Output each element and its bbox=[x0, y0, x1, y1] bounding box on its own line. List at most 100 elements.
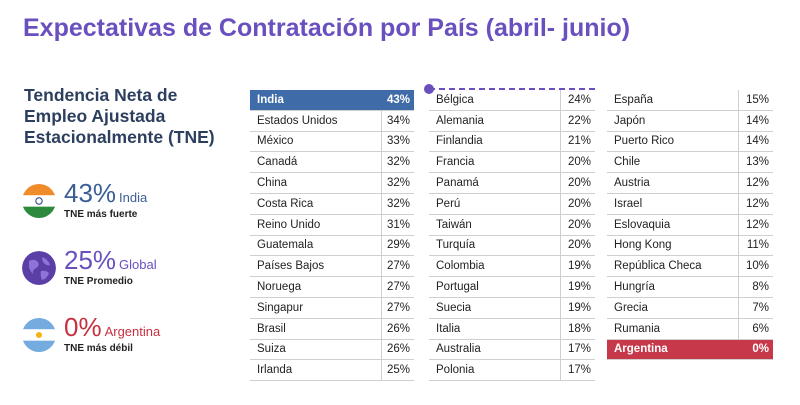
country-cell: Canadá bbox=[250, 152, 382, 173]
country-cell: Panamá bbox=[429, 173, 561, 193]
value-cell: 32% bbox=[386, 197, 410, 210]
country-cell: Reino Unido bbox=[250, 214, 382, 235]
country-cell: Alemania bbox=[429, 110, 561, 131]
country-cell: Taiwán bbox=[429, 214, 561, 235]
value-cell: 27% bbox=[386, 260, 410, 273]
table-row: Portugal 19% bbox=[429, 277, 595, 298]
value-cell: 27% bbox=[386, 281, 410, 294]
page-title: Expectativas de Contratación por País (a… bbox=[23, 14, 631, 42]
value-cell: 12% bbox=[745, 197, 769, 210]
value-cell: 24% bbox=[567, 93, 591, 106]
table-row: Alemania 22% bbox=[429, 110, 595, 132]
value-cell: 26% bbox=[386, 322, 410, 335]
country-cell: Suiza bbox=[250, 339, 382, 360]
value-cell: 0% bbox=[752, 343, 769, 356]
table-row: Panamá 20% bbox=[429, 173, 595, 194]
country-cell: Argentina bbox=[607, 339, 739, 360]
value-cell: 27% bbox=[386, 301, 410, 314]
value-cell: 33% bbox=[386, 135, 410, 148]
table-row: México 33% bbox=[250, 131, 414, 153]
country-cell: Israel bbox=[607, 193, 739, 214]
value-cell: 22% bbox=[567, 114, 591, 127]
country-cell: Japón bbox=[607, 110, 739, 131]
country-cell: China bbox=[250, 173, 382, 193]
country-cell: Brasil bbox=[250, 318, 382, 339]
country-cell: Finlandia bbox=[429, 131, 561, 152]
table-row: Israel 12% bbox=[607, 193, 773, 215]
country-cell: España bbox=[607, 90, 739, 110]
value-cell: 8% bbox=[752, 281, 769, 294]
table-row: Finlandia 21% bbox=[429, 131, 595, 153]
country-cell: Puerto Rico bbox=[607, 131, 739, 152]
value-cell: 29% bbox=[386, 239, 410, 252]
value-cell: 31% bbox=[386, 218, 410, 231]
table-row: Singapur 27% bbox=[250, 297, 414, 319]
value-cell: 21% bbox=[567, 135, 591, 148]
country-cell: Australia bbox=[429, 339, 561, 360]
value-cell: 25% bbox=[386, 364, 410, 377]
country-cell: Portugal bbox=[429, 277, 561, 297]
table-row: Irlanda 25% bbox=[250, 360, 414, 382]
value-cell: 17% bbox=[567, 364, 591, 377]
value-cell: 20% bbox=[567, 239, 591, 252]
value-cell: 32% bbox=[386, 177, 410, 190]
table-column-3: España 15% Japón 14% Puerto Rico 14% Chile 13% A… bbox=[607, 90, 773, 361]
country-cell: Países Bajos bbox=[250, 256, 382, 277]
table-row: Chile 13% bbox=[607, 152, 773, 174]
country-cell: Francia bbox=[429, 152, 561, 173]
table-row: Eslovaquia 12% bbox=[607, 214, 773, 236]
stat-description: TNE Promedio bbox=[64, 276, 133, 287]
value-cell: 7% bbox=[752, 301, 769, 314]
value-cell: 17% bbox=[567, 343, 591, 356]
country-cell: Colombia bbox=[429, 256, 561, 277]
country-cell: Austria bbox=[607, 173, 739, 193]
globe-icon bbox=[22, 251, 56, 285]
value-cell: 32% bbox=[386, 156, 410, 169]
country-cell: Costa Rica bbox=[250, 193, 382, 214]
table-row: España 15% bbox=[607, 90, 773, 111]
table-row: Turquía 20% bbox=[429, 235, 595, 257]
country-cell: México bbox=[250, 131, 382, 152]
table-row: Hungría 8% bbox=[607, 277, 773, 298]
country-cell: Singapur bbox=[250, 297, 382, 318]
stat-percent: 43% bbox=[64, 178, 117, 208]
value-cell: 43% bbox=[386, 93, 410, 106]
value-cell: 19% bbox=[567, 281, 591, 294]
table-row: Hong Kong 11% bbox=[607, 235, 773, 257]
stat-description: TNE más débil bbox=[64, 343, 133, 354]
table-row: Guatemala 29% bbox=[250, 235, 414, 257]
table-row: Rumania 6% bbox=[607, 318, 773, 340]
value-cell: 12% bbox=[745, 177, 769, 190]
value-cell: 19% bbox=[567, 260, 591, 273]
table-row: Costa Rica 32% bbox=[250, 193, 414, 215]
value-cell: 20% bbox=[567, 156, 591, 169]
stat-description: TNE más fuerte bbox=[64, 209, 138, 220]
country-cell: Chile bbox=[607, 152, 739, 173]
value-cell: 20% bbox=[567, 218, 591, 231]
value-cell: 10% bbox=[745, 260, 769, 273]
value-cell: 18% bbox=[567, 322, 591, 335]
value-cell: 34% bbox=[386, 114, 410, 127]
value-cell: 26% bbox=[386, 343, 410, 356]
stat-country: Global bbox=[119, 257, 157, 272]
stat-percent: 0% bbox=[64, 312, 102, 342]
country-cell: Irlanda bbox=[250, 360, 382, 381]
country-cell: India bbox=[250, 90, 382, 110]
value-cell: 15% bbox=[745, 93, 769, 106]
value-cell: 13% bbox=[745, 156, 769, 169]
table-row: Australia 17% bbox=[429, 339, 595, 361]
country-cell: Noruega bbox=[250, 277, 382, 297]
table-row: Italia 18% bbox=[429, 318, 595, 340]
country-cell: Grecia bbox=[607, 297, 739, 318]
country-cell: Estados Unidos bbox=[250, 110, 382, 131]
table-row: China 32% bbox=[250, 173, 414, 194]
country-cell: Eslovaquia bbox=[607, 214, 739, 235]
table-row: Colombia 19% bbox=[429, 256, 595, 278]
table-row: Argentina 0% bbox=[607, 339, 773, 361]
table-row: Grecia 7% bbox=[607, 297, 773, 319]
table-row: Polonia 17% bbox=[429, 360, 595, 382]
country-cell: Guatemala bbox=[250, 235, 382, 256]
table-row: Suiza 26% bbox=[250, 339, 414, 361]
stat-country: Argentina bbox=[104, 324, 161, 339]
value-cell: 11% bbox=[746, 239, 769, 252]
